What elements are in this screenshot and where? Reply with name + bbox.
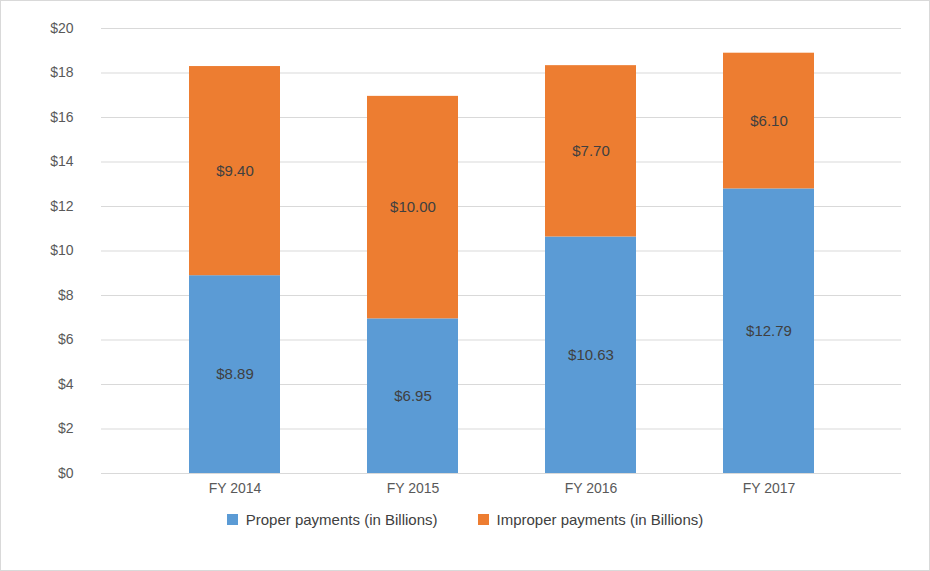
svg-text:$6.95: $6.95 bbox=[394, 387, 432, 404]
svg-text:$0: $0 bbox=[58, 465, 74, 481]
svg-text:FY 2016: FY 2016 bbox=[565, 480, 618, 496]
svg-text:FY 2014: FY 2014 bbox=[209, 480, 262, 496]
svg-text:FY 2017: FY 2017 bbox=[743, 480, 796, 496]
svg-text:$20: $20 bbox=[50, 20, 74, 36]
svg-text:$16: $16 bbox=[50, 109, 74, 125]
svg-text:$6.10: $6.10 bbox=[750, 112, 788, 129]
html-text:Proper payments (in Billions): Proper payments (in Billions) bbox=[245, 511, 438, 528]
svg-text:$9.40: $9.40 bbox=[216, 162, 254, 179]
svg-text:$12.79: $12.79 bbox=[746, 322, 792, 339]
svg-text:$10.00: $10.00 bbox=[390, 198, 436, 215]
svg-text:$7.70: $7.70 bbox=[572, 142, 610, 159]
svg-text:$10: $10 bbox=[50, 242, 74, 258]
svg-text:$2: $2 bbox=[58, 420, 74, 436]
svg-text:$12: $12 bbox=[50, 198, 74, 214]
svg-text:$18: $18 bbox=[50, 64, 74, 80]
html-text:Improper payments (in Billions: Improper payments (in Billions) bbox=[496, 511, 704, 528]
svg-text:$8.89: $8.89 bbox=[216, 365, 254, 382]
svg-text:FY 2015: FY 2015 bbox=[387, 480, 440, 496]
svg-text:$6: $6 bbox=[58, 331, 74, 347]
svg-text:$4: $4 bbox=[58, 376, 74, 392]
svg-text:$8: $8 bbox=[58, 287, 74, 303]
svg-text:$10.63: $10.63 bbox=[568, 346, 614, 363]
svg-text:$14: $14 bbox=[50, 153, 74, 169]
